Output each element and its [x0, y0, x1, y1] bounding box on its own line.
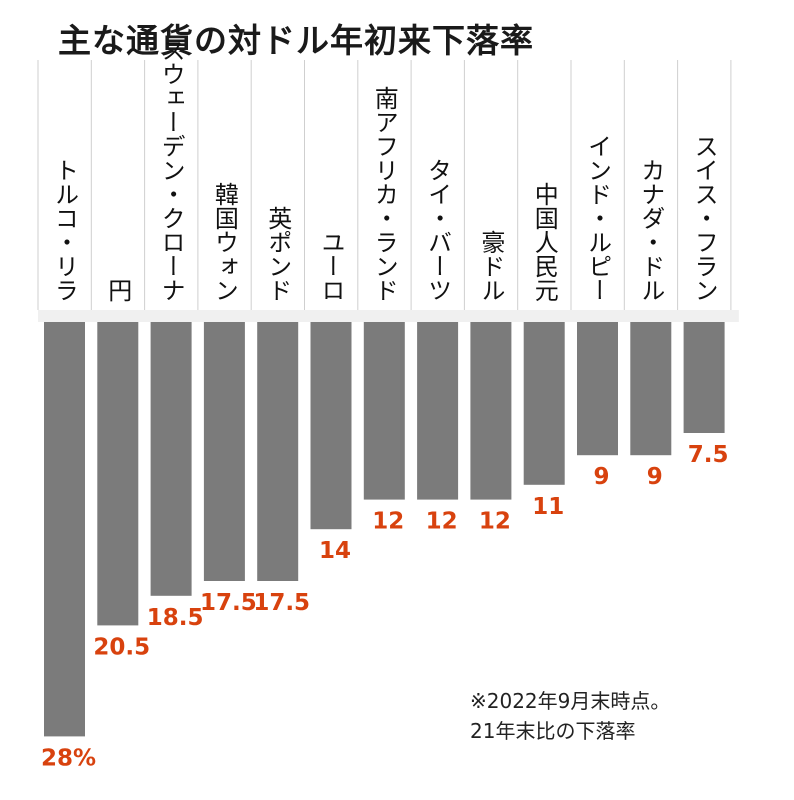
category-label: 豪ドル — [477, 230, 505, 302]
bar — [417, 322, 459, 500]
footnote-line-2: 21年末比の下落率 — [470, 719, 636, 743]
category-label: トルコ・リラ — [51, 158, 79, 302]
category-label: 韓国ウォン — [210, 182, 238, 302]
bar — [577, 322, 618, 456]
bar — [683, 322, 725, 433]
category-label: スウェーデン・クローナ — [157, 38, 185, 302]
value-label: 12 — [372, 509, 404, 535]
category-label: 英ポンド — [264, 206, 292, 302]
category-label: カナダ・ドル — [637, 158, 665, 302]
value-label: 7.5 — [688, 442, 729, 468]
value-label: 9 — [647, 464, 663, 490]
value-label: 9 — [593, 464, 609, 490]
bar — [97, 322, 139, 626]
category-label: 中国人民元 — [530, 182, 558, 302]
bar — [523, 322, 565, 485]
value-label: 17.5 — [200, 590, 257, 616]
value-label: 11 — [532, 494, 564, 520]
category-label: タイ・バーツ — [424, 158, 452, 302]
value-label: 12 — [479, 509, 511, 535]
baseline-stripe — [38, 310, 739, 322]
value-label: 28% — [41, 745, 96, 771]
category-label: 円 — [104, 278, 132, 302]
value-label: 18.5 — [147, 605, 204, 631]
value-label: 17.5 — [253, 590, 310, 616]
category-label: インド・ルピー — [584, 134, 612, 302]
bar — [470, 322, 512, 500]
chart-title: 主な通貨の対ドル年初来下落率 — [58, 21, 534, 60]
bar — [44, 322, 85, 737]
bar — [363, 322, 405, 500]
value-label: 12 — [426, 509, 458, 535]
category-label: 南アフリカ・ランド — [370, 86, 398, 302]
bar — [310, 322, 352, 530]
category-label: ユーロ — [317, 230, 345, 302]
category-label: スイス・フラン — [690, 134, 718, 302]
value-label: 14 — [319, 538, 351, 564]
bar — [150, 322, 192, 596]
bar — [630, 322, 672, 456]
bar — [257, 322, 299, 581]
bar — [203, 322, 245, 581]
footnote: ※2022年9月末時点。 21年末比の下落率 — [470, 686, 670, 746]
value-label: 20.5 — [93, 634, 150, 660]
footnote-line-1: ※2022年9月末時点。 — [470, 689, 671, 713]
